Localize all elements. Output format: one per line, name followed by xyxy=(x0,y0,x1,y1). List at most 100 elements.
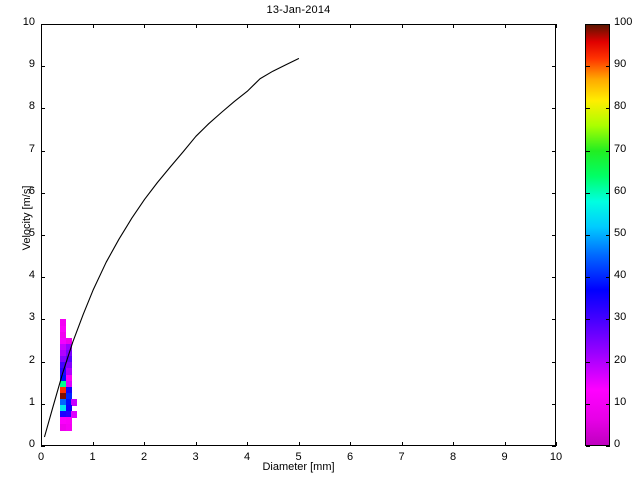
y-tick-mark xyxy=(552,446,556,447)
colorbar-tick-mark xyxy=(586,361,590,363)
y-tick-mark xyxy=(552,150,556,152)
heatmap-cell xyxy=(65,343,72,351)
y-tick-mark xyxy=(41,361,45,363)
x-tick-mark xyxy=(144,24,145,28)
x-tick-mark xyxy=(247,24,248,28)
y-tick-mark xyxy=(41,403,45,405)
y-tick-mark xyxy=(41,24,45,25)
heatmap-cell xyxy=(59,319,66,327)
heatmap-cell xyxy=(59,380,66,388)
heatmap-cell xyxy=(59,399,66,407)
y-tick-label: 6 xyxy=(28,184,35,197)
x-tick-mark xyxy=(41,442,42,446)
y-tick-label: 5 xyxy=(28,227,35,239)
colorbar-tick-label: 60 xyxy=(614,184,627,197)
x-tick-label: 10 xyxy=(549,451,563,463)
colorbar-tick-mark xyxy=(606,66,610,68)
x-axis-label: Diameter [mm] xyxy=(262,461,335,473)
heatmap-cell xyxy=(65,338,72,346)
heatmap-cell xyxy=(59,411,66,419)
heatmap-cell xyxy=(65,362,72,370)
x-tick-mark xyxy=(298,24,300,28)
x-tick-mark xyxy=(401,442,403,446)
x-tick-mark xyxy=(41,24,42,28)
heatmap-cell xyxy=(59,343,66,351)
heatmap-cell xyxy=(65,374,72,382)
heatmap-cell xyxy=(59,405,66,413)
y-tick-label: 7 xyxy=(28,142,35,155)
colorbar-tick-label: 0 xyxy=(614,438,621,450)
heatmap-cell xyxy=(59,350,66,358)
colorbar-tick-label: 30 xyxy=(614,311,627,324)
heatmap-cell xyxy=(59,362,66,370)
heatmap-cell xyxy=(59,392,66,400)
heatmap-cell xyxy=(59,356,66,364)
colorbar-tick-label: 80 xyxy=(614,100,627,113)
colorbar-tick-label: 70 xyxy=(614,142,627,155)
x-tick-mark xyxy=(195,442,197,446)
y-axis-label: Velocity [m/s] xyxy=(21,185,33,251)
x-tick-label: 5 xyxy=(295,451,302,463)
x-tick-label: 7 xyxy=(398,451,405,463)
colorbar-tick-label: 100 xyxy=(614,16,633,28)
colorbar-tick-mark xyxy=(586,319,590,321)
colorbar-tick-mark xyxy=(586,150,590,152)
heatmap-cell xyxy=(59,417,66,425)
heatmap-cell xyxy=(65,399,72,407)
x-tick-mark xyxy=(453,24,454,28)
colorbar-tick-mark xyxy=(606,150,610,152)
colorbar-gradient xyxy=(586,25,609,445)
x-tick-mark xyxy=(195,24,197,28)
x-tick-mark xyxy=(504,24,506,28)
y-tick-mark xyxy=(41,108,45,110)
y-tick-mark xyxy=(552,361,556,363)
heatmap-cell xyxy=(59,331,66,339)
y-tick-label: 3 xyxy=(28,311,35,324)
y-tick-mark xyxy=(41,66,45,68)
colorbar-tick-mark xyxy=(606,361,610,363)
y-tick-mark xyxy=(41,235,45,236)
colorbar-tick-label: 50 xyxy=(614,227,627,239)
x-tick-mark xyxy=(504,442,506,446)
heatmap-cell xyxy=(65,386,72,394)
heatmap-cell xyxy=(59,423,66,431)
colorbar-tick-label: 40 xyxy=(614,269,627,282)
y-tick-mark xyxy=(41,277,45,279)
x-tick-mark xyxy=(401,24,403,28)
heatmap-cell xyxy=(65,417,72,425)
y-tick-mark xyxy=(552,403,556,405)
y-tick-mark xyxy=(552,24,556,25)
colorbar-tick-mark xyxy=(586,235,590,236)
heatmap-cell xyxy=(59,325,66,333)
y-tick-mark xyxy=(552,235,556,236)
colorbar-tick-mark xyxy=(606,446,610,447)
y-tick-label: 2 xyxy=(28,353,35,366)
y-tick-label: 0 xyxy=(28,438,35,450)
y-tick-label: 4 xyxy=(28,269,35,282)
x-tick-label: 1 xyxy=(89,451,96,463)
colorbar-tick-label: 10 xyxy=(614,395,627,408)
colorbar-tick-mark xyxy=(606,235,610,236)
colorbar-tick-mark xyxy=(586,24,590,25)
x-tick-mark xyxy=(350,442,351,446)
y-tick-mark xyxy=(552,108,556,110)
colorbar-tick-label: 90 xyxy=(614,58,627,71)
x-tick-mark xyxy=(92,442,94,446)
heatmap-cell xyxy=(65,356,72,364)
x-tick-label: 0 xyxy=(37,451,45,463)
heatmap-cell xyxy=(59,374,66,382)
x-tick-mark xyxy=(350,24,351,28)
colorbar-tick-mark xyxy=(606,403,610,405)
x-tick-mark xyxy=(556,24,557,28)
y-tick-label: 8 xyxy=(28,100,35,113)
y-tick-mark xyxy=(552,66,556,68)
heatmap-cell xyxy=(71,411,78,419)
y-tick-label: 9 xyxy=(28,58,35,71)
heatmap-cell xyxy=(59,338,66,346)
x-tick-label: 4 xyxy=(243,451,251,463)
heatmap-cell xyxy=(65,423,72,431)
x-tick-mark xyxy=(453,442,454,446)
y-tick-label: 1 xyxy=(28,395,35,408)
heatmap-cell xyxy=(71,399,78,407)
x-tick-mark xyxy=(298,442,300,446)
